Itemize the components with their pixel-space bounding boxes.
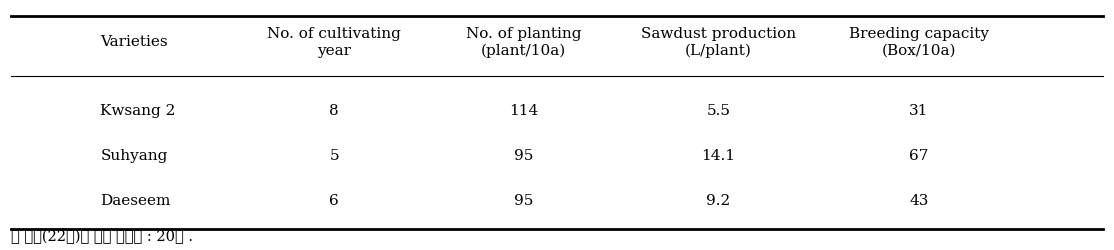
Text: Suhyang: Suhyang [100, 149, 167, 163]
Text: 95: 95 [514, 194, 534, 208]
Text: 5.5: 5.5 [706, 104, 731, 118]
Text: 114: 114 [509, 104, 538, 118]
Text: 43: 43 [909, 194, 929, 208]
Text: Varieties: Varieties [100, 36, 168, 50]
Text: ※ 상자(22ℓ)당 퇱밥 소요량 : 20ℓ .: ※ 상자(22ℓ)당 퇱밥 소요량 : 20ℓ . [11, 230, 193, 244]
Text: No. of planting
(plant/10a): No. of planting (plant/10a) [466, 27, 582, 58]
Text: 14.1: 14.1 [702, 149, 735, 163]
Text: 95: 95 [514, 149, 534, 163]
Text: Breeding capacity
(Box/10a): Breeding capacity (Box/10a) [849, 28, 989, 58]
Text: 6: 6 [330, 194, 339, 208]
Text: Sawdust production
(L/plant): Sawdust production (L/plant) [641, 27, 797, 58]
Text: Kwsang 2: Kwsang 2 [100, 104, 176, 118]
Text: Daeseem: Daeseem [100, 194, 170, 208]
Text: 8: 8 [330, 104, 339, 118]
Text: 9.2: 9.2 [706, 194, 731, 208]
Text: 67: 67 [909, 149, 929, 163]
Text: No. of cultivating
year: No. of cultivating year [267, 28, 401, 58]
Text: 5: 5 [330, 149, 339, 163]
Text: 31: 31 [909, 104, 929, 118]
